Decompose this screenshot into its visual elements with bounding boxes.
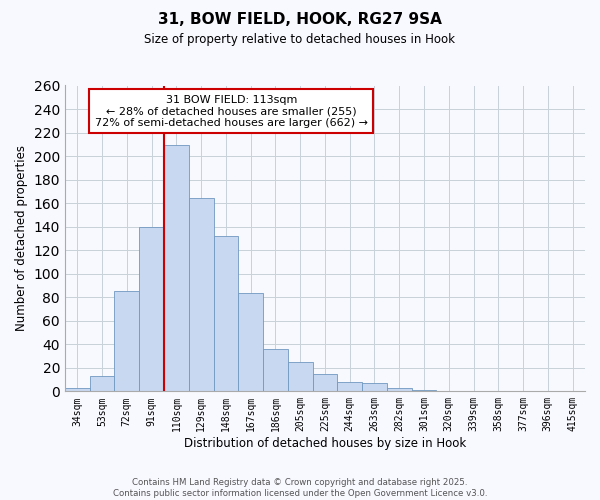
Bar	[89, 376, 115, 392]
Text: 31, BOW FIELD, HOOK, RG27 9SA: 31, BOW FIELD, HOOK, RG27 9SA	[158, 12, 442, 28]
Bar	[189, 198, 214, 392]
Bar	[313, 374, 337, 392]
Text: Contains HM Land Registry data © Crown copyright and database right 2025.
Contai: Contains HM Land Registry data © Crown c…	[113, 478, 487, 498]
Bar	[139, 226, 164, 392]
Bar	[164, 146, 189, 392]
Text: 31 BOW FIELD: 113sqm
← 28% of detached houses are smaller (255)
72% of semi-deta: 31 BOW FIELD: 113sqm ← 28% of detached h…	[95, 94, 368, 128]
Bar	[387, 388, 412, 392]
Y-axis label: Number of detached properties: Number of detached properties	[15, 146, 28, 332]
Bar	[288, 362, 313, 392]
Bar	[214, 236, 238, 392]
Text: Size of property relative to detached houses in Hook: Size of property relative to detached ho…	[145, 32, 455, 46]
X-axis label: Distribution of detached houses by size in Hook: Distribution of detached houses by size …	[184, 437, 466, 450]
Bar	[263, 349, 288, 392]
Bar	[362, 383, 387, 392]
Bar	[412, 390, 436, 392]
Bar	[238, 292, 263, 392]
Bar	[65, 388, 89, 392]
Bar	[115, 292, 139, 392]
Bar	[337, 382, 362, 392]
